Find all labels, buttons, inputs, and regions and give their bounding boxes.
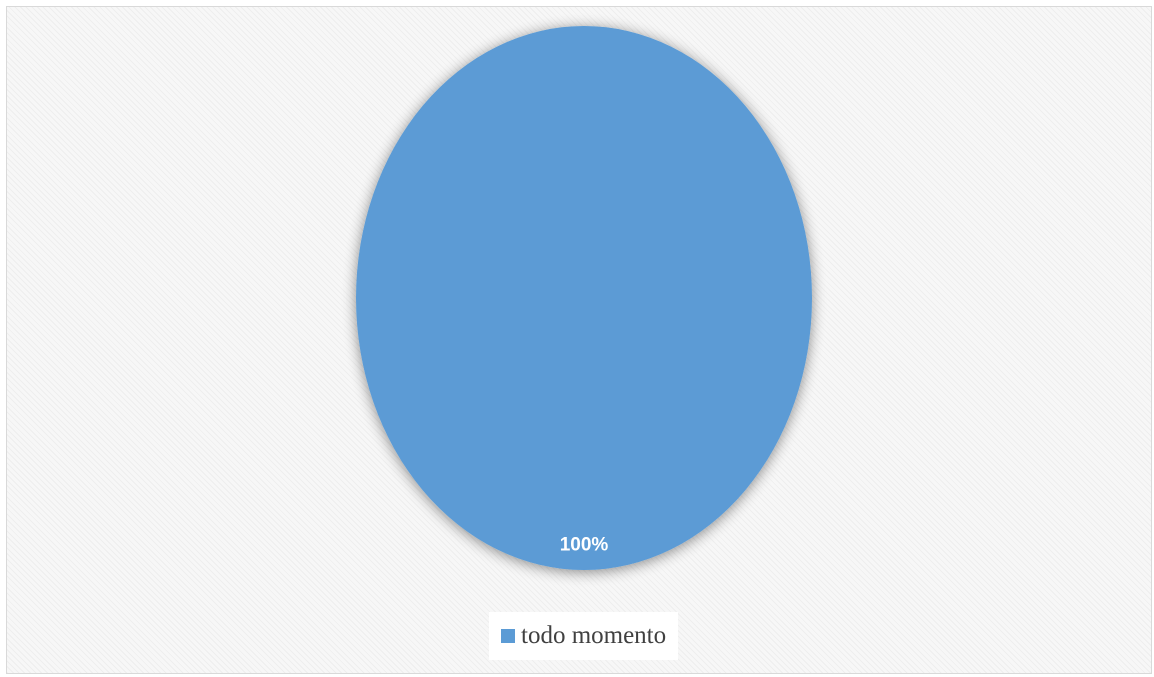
pie-slice-todo-momento — [356, 26, 812, 570]
pie-data-labels: 100% — [560, 535, 609, 556]
legend-label-todo-momento: todo momento — [521, 622, 667, 649]
legend-swatch-todo-momento — [501, 629, 515, 643]
legend: todo momento — [489, 612, 679, 660]
chart-area: 100% todo momento — [6, 6, 1152, 674]
pie-chart: 100% — [356, 26, 812, 570]
data-label-todo-momento: 100% — [560, 535, 609, 556]
pie-slices — [356, 26, 812, 570]
